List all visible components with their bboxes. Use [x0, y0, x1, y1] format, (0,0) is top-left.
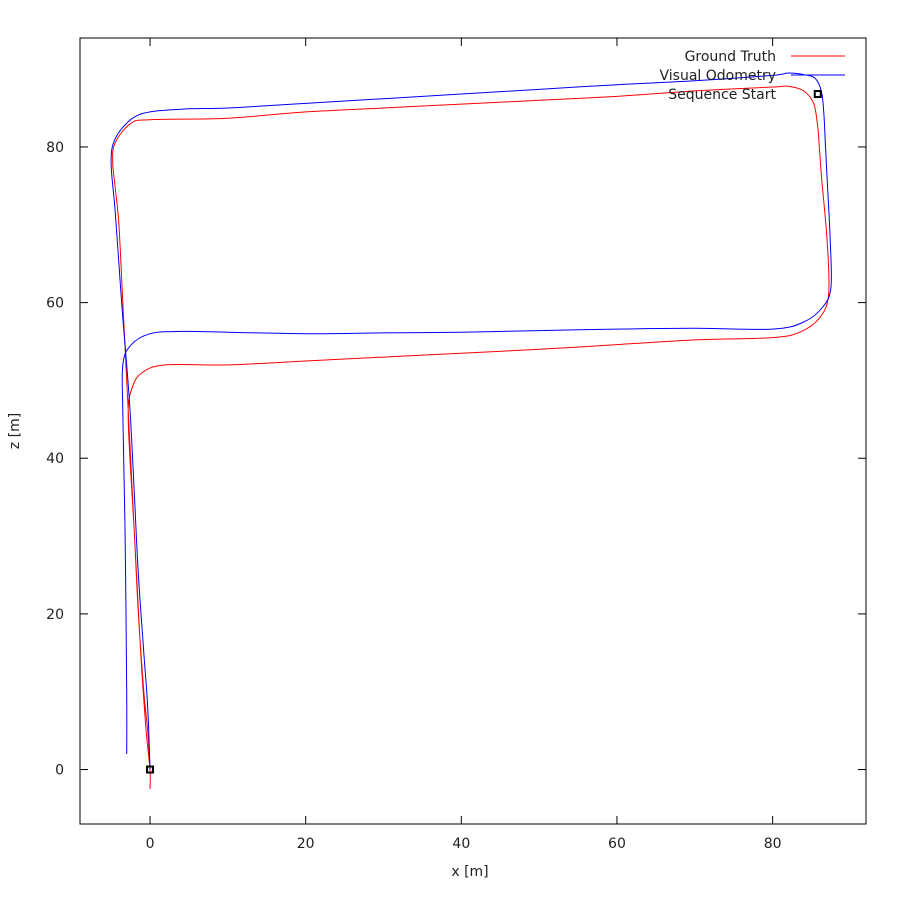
- x-tick-label: 80: [764, 836, 782, 852]
- x-tick-label: 40: [452, 836, 470, 852]
- x-axis-label: x [m]: [451, 864, 488, 880]
- y-tick-label: 60: [46, 296, 64, 312]
- y-tick-label: 40: [46, 451, 64, 467]
- y-tick-label: 20: [46, 607, 64, 623]
- series-line-ground-truth: [112, 85, 830, 790]
- sequence-start-marker: [146, 765, 155, 774]
- plot-area: [110, 72, 832, 790]
- y-tick-label: 80: [46, 140, 64, 156]
- axis-ticks: 0 20 40 60 80 0 20 40 60 80: [46, 38, 866, 852]
- x-tick-label: 60: [608, 836, 626, 852]
- legend-label: Ground Truth: [685, 49, 776, 65]
- plot-frame: [79, 37, 867, 825]
- series-line-visual-odometry: [110, 72, 832, 770]
- legend-label: Sequence Start: [668, 87, 776, 103]
- x-tick-label: 0: [146, 836, 155, 852]
- x-tick-label: 20: [297, 836, 315, 852]
- y-tick-label: 0: [55, 763, 64, 779]
- y-axis-label: z [m]: [7, 413, 23, 449]
- legend: Ground Truth Visual Odometry Sequence Star…: [660, 49, 845, 103]
- sequence-start-marker: [813, 90, 822, 99]
- legend-label: Visual Odometry: [660, 68, 777, 84]
